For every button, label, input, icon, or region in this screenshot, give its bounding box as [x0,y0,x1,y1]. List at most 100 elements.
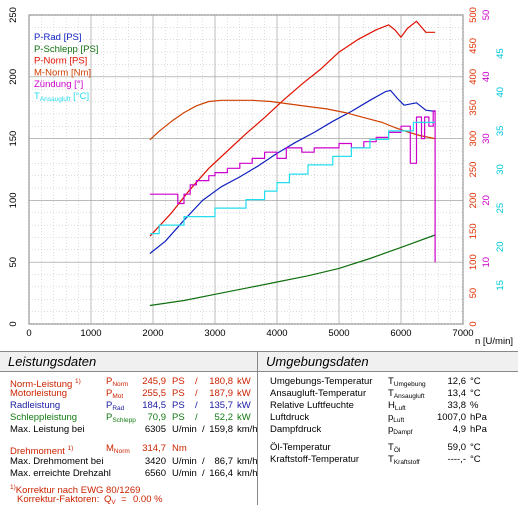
motor-u2: kW [237,388,251,399]
norm-sym: P [106,376,113,387]
left-tick-label: 150 [8,131,19,147]
right-nm-tick-label: 50 [468,288,479,299]
umgebungsdaten-title: Umgebungsdaten [258,352,518,372]
motor-sym: P [106,388,113,399]
legend-item: P-Rad [PS] [34,32,82,43]
env-unit: °C [470,454,481,465]
norm-ps: 245,9 [142,376,166,387]
drehm-unit: Nm [172,443,187,454]
right-temp-tick-label: 15 [495,280,506,291]
x-tick-label: 0 [26,328,31,339]
maxd-rpm: 3420 [144,456,166,467]
drehm-note: 1) [67,445,74,452]
right-nm-tick-label: 150 [468,223,479,239]
env-label: Luftdruck [270,412,310,423]
maxdz-label: Max. erreichte Drehzahl [10,468,111,479]
right-temp-tick-label: 25 [495,203,506,214]
legend-item-tail: [°C] [71,91,90,102]
env-value: 13,4 [447,388,467,399]
env-label: Ansaugluft-Temperatur [270,388,367,399]
env-unit: % [470,400,479,411]
schlepp-kw: 52,2 [214,412,234,423]
schlepp-sep: / [195,412,198,423]
maxd-u1: U/min [172,456,197,467]
motor-u1: PS [172,388,185,399]
maxl-kmh: 159,8 [209,424,233,435]
x-tick-label: 3000 [204,328,225,339]
drehm-sym: M [106,443,114,454]
korr2-text: Korrektur-Faktoren: [17,494,100,505]
norm-sub: Norm [112,381,129,388]
legend-item: P-Schlepp [PS] [34,44,98,55]
env-symbol: TUmgebung [388,376,426,388]
motor-label: Motorleistung [10,388,68,399]
t-ansaugluft-line [149,121,436,235]
rad-label: Radleistung [10,400,61,411]
right-deg-tick-label: 20 [481,195,492,206]
env-symbol: TKraftstoff [388,454,420,466]
maxd-kmh: 86,7 [214,456,234,467]
left-tick-label: 100 [8,192,19,208]
rad-ps: 184,5 [142,400,166,411]
schlepp-sub: Schlepp [112,417,136,424]
drehm-label: Drehmoment [10,446,65,458]
umgebungsdaten-panel: Umgebungsdaten Umgebungs-Temperatur TUmge… [258,351,518,505]
legend-item: M-Norm [Nm] [34,67,91,78]
env-symbol-sub: Kraftstoff [393,459,420,466]
env-symbol: pLuft [388,412,405,424]
legend-item: P-Norm [PS] [34,56,87,67]
dyno-chart: 0 1000 2000 3000 4000 5000 6000 7000 n [U/min] 0 5… [8,7,513,347]
env-value: 33,8 [447,400,467,411]
zuendung-line [149,110,436,263]
x-tick-label: 4000 [266,328,287,339]
left-tick-label: 50 [8,257,19,268]
leistungsdaten-title: Leistungsdaten [0,352,257,372]
right-nm-tick-label: 250 [468,162,479,178]
legend-item-sub: Ansaugluft [40,96,71,103]
env-label: Dampfdruck [270,424,322,435]
env-value: 4,9 [452,424,466,435]
schlepp-u2: kW [237,412,251,423]
env-value: 12,6 [447,376,467,387]
korr2-sym: Q [104,494,112,505]
maxl-label: Max. Leistung bei [10,424,85,435]
norm-kw: 180,8 [209,376,233,387]
motor-ps: 255,5 [142,388,166,399]
right-nm-tick-label: 0 [468,321,479,326]
maxl-u1: U/min [172,424,197,435]
rad-sym: P [106,400,113,411]
maxdz-u2: km/h [237,468,258,479]
left-tick-label: 250 [8,7,19,23]
x-tick-label: 1000 [80,328,101,339]
env-symbol-sub: Dampf [393,429,413,436]
legend-item: Zündung [°] [34,79,83,90]
env-unit: °C [470,376,481,387]
korr-note: 1) [10,484,16,491]
env-symbol-sub: Luft [393,417,405,424]
right-deg-tick-label: 30 [481,133,492,144]
right-deg-tick-label: 50 [481,10,492,21]
maxd-label: Max. Drehmoment bei [10,456,104,467]
norm-leistung-label: Norm-Leistung [10,379,73,391]
maxdz-sep: / [202,468,205,479]
maxl-u2: km/h [237,424,258,435]
env-symbol: TAnsaugluft [388,388,425,400]
m-norm-line [149,99,436,141]
right-temp-tick-label: 30 [495,164,506,175]
maxl-rpm: 6305 [144,424,166,435]
env-label: Umgebungs-Temperatur [270,376,373,387]
korr2-eq: = [121,494,127,505]
env-unit: hPa [470,424,487,435]
right-nm-tick-label: 100 [468,254,479,270]
drehm-sub: Norm [113,448,130,455]
norm-u2: kW [237,376,251,387]
maxd-u2: km/h [237,456,258,467]
korr2-val: 0.00 % [133,494,163,505]
right-temp-tick-label: 20 [495,241,506,252]
motor-sub: Mot [112,393,124,400]
norm-u1: PS [172,376,185,387]
maxdz-u1: U/min [172,468,197,479]
env-label: Relative Luftfeuchte [270,400,354,411]
schlepp-ps: 70,9 [147,412,167,423]
korr-text: Korrektur nach EWG 80/1269 [15,485,141,497]
